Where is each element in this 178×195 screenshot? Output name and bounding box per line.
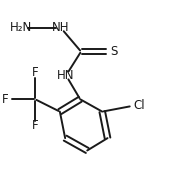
Text: NH: NH bbox=[52, 21, 69, 34]
Text: Cl: Cl bbox=[133, 99, 145, 112]
Text: HN: HN bbox=[57, 69, 75, 82]
Text: F: F bbox=[32, 66, 38, 79]
Text: F: F bbox=[2, 93, 9, 106]
Text: H₂N: H₂N bbox=[10, 21, 32, 34]
Text: S: S bbox=[110, 45, 118, 58]
Text: F: F bbox=[32, 119, 38, 132]
